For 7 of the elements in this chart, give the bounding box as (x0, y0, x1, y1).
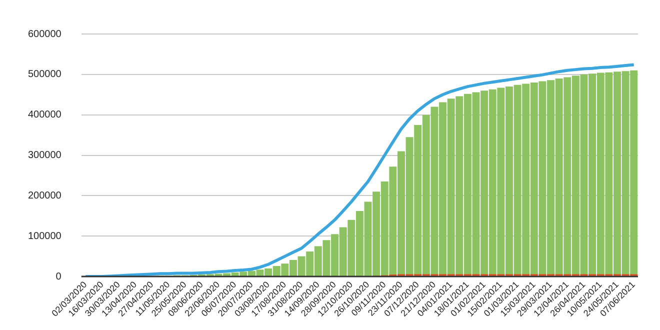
y-tick-label: 600000 (28, 28, 62, 40)
y-tick-label: 200000 (28, 190, 62, 202)
y-tick-label: 400000 (28, 110, 62, 121)
y-tick-label: 500000 (28, 69, 62, 80)
y-tick-label: 100000 (28, 230, 62, 242)
y-tick-label: 0 (56, 271, 62, 282)
y-tick-label: 300000 (28, 150, 62, 162)
